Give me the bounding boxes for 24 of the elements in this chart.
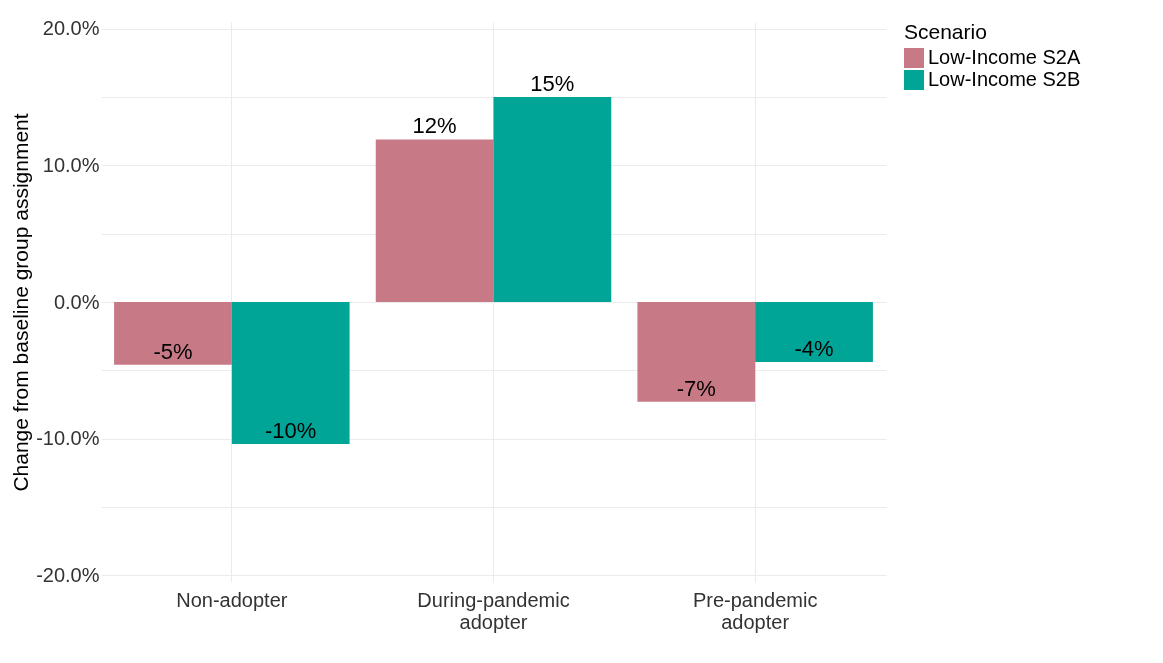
- y-tick-label: -20.0%: [36, 563, 100, 586]
- x-tick-label: Pre-pandemic adopter: [692, 588, 818, 633]
- data-label: -4%: [794, 336, 834, 362]
- y-tick-label: 0.0%: [53, 290, 100, 313]
- legend-label: Low-Income S2B: [928, 68, 1081, 90]
- data-label: -7%: [676, 375, 716, 401]
- bar: [637, 302, 756, 402]
- y-tick-label: 10.0%: [42, 153, 100, 176]
- legend-label: Low-Income S2A: [928, 46, 1081, 68]
- x-tick-label: During-pandemic adopter: [417, 588, 570, 633]
- data-label: -10%: [265, 418, 317, 444]
- x-tick-label: Non-adopter: [176, 588, 288, 611]
- bar: [375, 139, 494, 302]
- data-label: 15%: [530, 71, 575, 97]
- data-label: 12%: [412, 113, 457, 139]
- bar: [755, 302, 873, 363]
- data-label: -5%: [153, 338, 193, 364]
- bar: [114, 302, 232, 365]
- y-tick-label: 20.0%: [42, 17, 100, 40]
- bar: [231, 302, 350, 445]
- bar: [493, 97, 612, 302]
- legend-title: Scenario: [904, 20, 987, 43]
- y-tick-label: -10.0%: [36, 427, 100, 450]
- y-axis-title: Change from baseline group assignment: [9, 113, 33, 492]
